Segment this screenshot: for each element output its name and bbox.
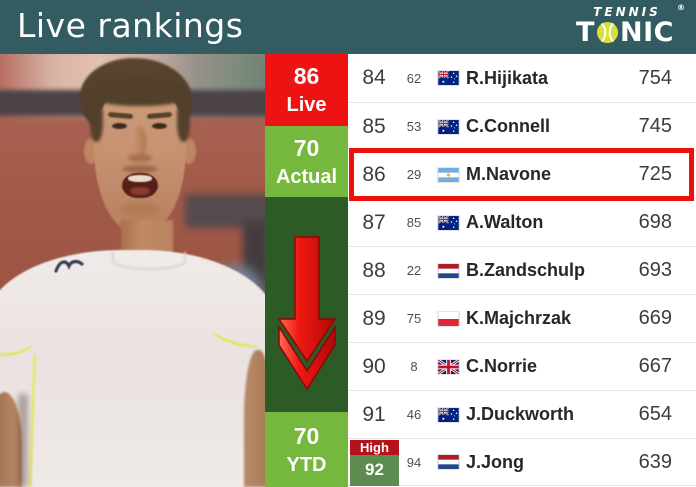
photo-player-nose-base xyxy=(128,154,152,162)
career-high-rank: 92 xyxy=(350,455,399,486)
photo-player-arm-right xyxy=(244,350,265,487)
live-rank-label: Live xyxy=(286,94,327,116)
flag-au-icon xyxy=(438,119,459,134)
player-name: J.Jong xyxy=(466,451,525,472)
rank-value: 89 xyxy=(362,306,386,330)
page-title: Live rankings xyxy=(17,6,244,45)
photo-player-chin-shadow xyxy=(120,202,160,216)
race-rank-value: 62 xyxy=(406,70,422,86)
photo-player-shirt xyxy=(0,250,265,487)
flag-pl-icon xyxy=(438,311,459,326)
photo-player-arm-left xyxy=(0,392,22,487)
rank-value: 88 xyxy=(362,258,386,282)
ranking-row[interactable]: 90 90 8 C.Norrie 667 xyxy=(348,342,696,390)
career-high-badge: High 92 xyxy=(350,440,399,486)
photo-shirt-collar xyxy=(112,252,186,270)
photo-player-fringe xyxy=(90,80,190,106)
race-rank-value: 75 xyxy=(406,311,422,326)
points-value: 667 xyxy=(638,355,672,377)
photo-player-tongue xyxy=(130,187,150,195)
points-value: 745 xyxy=(638,115,672,137)
rank-value: 84 xyxy=(362,66,386,89)
points-value: 725 xyxy=(638,163,672,185)
player-name: A.Walton xyxy=(466,212,544,232)
flag-au-icon xyxy=(438,71,459,85)
race-rank-value: 85 xyxy=(406,215,422,230)
photo-player-nose xyxy=(133,126,146,158)
ranking-row[interactable]: 85 85 53 C.Connell 745 xyxy=(348,102,696,150)
points-value: 693 xyxy=(638,259,672,281)
flag-gb-icon xyxy=(438,359,459,374)
photo-player-eye-left xyxy=(112,123,127,129)
photo-player-eye-right xyxy=(152,123,167,129)
rank-value: 91 xyxy=(362,402,386,426)
player-name: C.Norrie xyxy=(466,356,538,376)
ranking-row[interactable]: 88 88 22 B.Zandschulp 693 xyxy=(348,246,696,294)
ytd-rank-box: 70 YTD xyxy=(265,412,348,487)
live-rank-box: 86 Live xyxy=(265,54,348,126)
down-arrow-icon xyxy=(277,236,336,391)
header-bar: Live rankings TENNIS ® T NIC xyxy=(0,0,696,54)
race-rank-value: 53 xyxy=(406,119,422,134)
actual-rank-label: Actual xyxy=(275,165,338,188)
race-rank-value: 94 xyxy=(406,454,422,470)
flag-nl-icon xyxy=(438,455,459,469)
player-name: C.Connell xyxy=(466,116,550,136)
rank-value: 87 xyxy=(362,210,386,234)
rank-value: 86 xyxy=(362,162,386,186)
logo-tonic-text: T NIC xyxy=(564,19,686,46)
photo-player-hair-right xyxy=(177,98,190,142)
photo-player-teeth xyxy=(128,175,152,182)
rank-value: 90 xyxy=(362,354,386,378)
ytd-rank-label: YTD xyxy=(286,453,327,476)
flag-nl-icon xyxy=(438,263,459,278)
player-photo xyxy=(0,54,265,487)
points-value: 698 xyxy=(638,211,672,233)
logo-tennis-text: TENNIS xyxy=(593,5,661,19)
registered-trademark-icon: ® xyxy=(677,3,685,12)
actual-rank-box: 70 Actual xyxy=(265,126,348,197)
points-value: 639 xyxy=(638,450,672,473)
photo-player-mustache xyxy=(123,165,157,173)
ranking-row[interactable]: 92 High 92 94 J.Jong 639 xyxy=(348,438,696,486)
ytd-rank-value: 70 xyxy=(293,422,320,449)
player-name: M.Navone xyxy=(466,164,552,184)
flag-ar-icon xyxy=(438,167,459,182)
live-rank-value: 86 xyxy=(293,63,320,89)
points-value: 669 xyxy=(638,307,672,329)
rankings-table: 84 84 62 R.Hijikata 754 85 85 53 C.Conne… xyxy=(348,54,696,487)
trend-arrow-box xyxy=(265,197,348,412)
points-value: 754 xyxy=(638,66,672,89)
player-name: R.Hijikata xyxy=(466,67,549,88)
ranking-row[interactable]: 91 91 46 J.Duckworth 654 xyxy=(348,390,696,438)
rank-value: 85 xyxy=(362,114,386,138)
tennis-tonic-logo[interactable]: TENNIS ® T NIC xyxy=(564,3,686,51)
player-name: B.Zandschulp xyxy=(466,260,586,280)
ranking-row[interactable]: 89 89 75 K.Majchrzak 669 xyxy=(348,294,696,342)
race-rank-value: 22 xyxy=(406,263,422,278)
player-name: K.Majchrzak xyxy=(466,308,572,328)
tennis-ball-icon xyxy=(596,21,619,44)
career-high-label: High xyxy=(350,440,399,455)
race-rank-value: 46 xyxy=(406,407,422,422)
flag-au-icon xyxy=(438,215,459,230)
player-name: J.Duckworth xyxy=(466,404,575,424)
ranking-row[interactable]: 84 84 62 R.Hijikata 754 xyxy=(348,54,696,102)
logo-t-letter: T xyxy=(576,17,595,48)
photo-arm-shadow xyxy=(18,394,28,487)
flag-au-icon xyxy=(438,407,459,422)
ranking-row[interactable]: 86 86 29 M.Navone 725 xyxy=(348,148,696,201)
points-value: 654 xyxy=(638,403,672,425)
race-rank-value: 8 xyxy=(410,359,418,374)
actual-rank-value: 70 xyxy=(293,134,320,161)
photo-player-hair-left xyxy=(90,98,103,142)
logo-nic-letters: NIC xyxy=(619,17,674,48)
race-rank-value: 29 xyxy=(406,167,422,182)
joma-logo-icon xyxy=(52,256,88,276)
ranking-row[interactable]: 87 87 85 A.Walton 698 xyxy=(348,198,696,246)
